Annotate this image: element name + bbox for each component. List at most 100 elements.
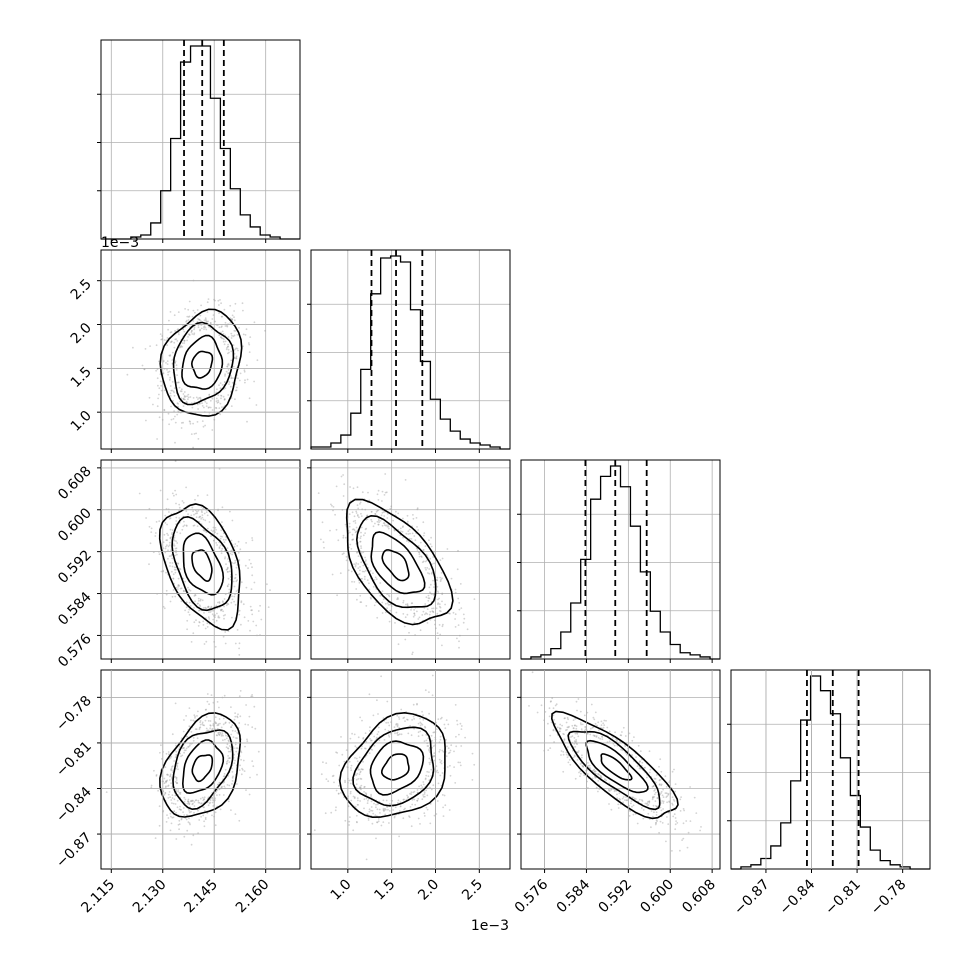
scatter-point: [173, 536, 176, 539]
scatter-point: [156, 377, 159, 380]
scatter-point: [658, 783, 661, 786]
scatter-point: [223, 775, 226, 778]
scatter-point: [612, 743, 615, 745]
scatter-point: [601, 738, 604, 740]
scatter-point: [658, 765, 660, 768]
scatter-point: [175, 338, 178, 340]
scatter-point: [404, 638, 407, 641]
scatter-point: [563, 733, 565, 736]
scatter-point: [205, 320, 207, 322]
scatter-point: [187, 393, 190, 396]
scatter-point: [169, 796, 172, 799]
scatter-point: [360, 784, 363, 787]
scatter-point: [685, 820, 688, 822]
panel-frame: [730, 669, 931, 870]
scatter-point: [253, 705, 256, 708]
scatter-point: [393, 815, 396, 818]
scatter-point: [239, 372, 242, 375]
scatter-point: [420, 722, 423, 725]
scatter-point: [435, 579, 438, 581]
scatter-point: [421, 723, 424, 726]
scatter-point: [408, 528, 411, 531]
scatter-point: [220, 326, 223, 328]
scatter-point: [208, 611, 210, 613]
scatter-point: [355, 531, 358, 533]
scatter-point: [577, 698, 580, 700]
scatter-point: [226, 784, 229, 786]
scatter-point: [213, 529, 215, 532]
scatter-point: [321, 521, 324, 524]
scatter-point: [441, 794, 444, 796]
scatter-point: [208, 393, 211, 396]
scatter-point: [173, 566, 176, 569]
scatter-point: [417, 545, 420, 547]
scatter-point: [448, 809, 451, 811]
scatter-point: [170, 340, 173, 343]
scatter-point: [204, 709, 207, 711]
scatter-point: [235, 566, 238, 569]
scatter-point: [566, 726, 569, 729]
scatter-point: [365, 797, 368, 800]
scatter-point: [350, 548, 353, 550]
scatter-point: [171, 776, 173, 779]
scatter-point: [240, 773, 243, 776]
scatter-point: [211, 796, 213, 799]
scatter-point: [353, 529, 356, 532]
scatter-point: [179, 791, 182, 794]
scatter-point: [665, 840, 667, 843]
scatter-point: [194, 512, 197, 515]
scatter-point: [410, 602, 413, 605]
scatter-point: [382, 799, 385, 802]
scatter-point: [224, 631, 227, 633]
scatter-point: [450, 577, 453, 580]
scatter-point: [179, 390, 182, 393]
scatter-point: [357, 555, 360, 557]
scatter-point: [376, 821, 379, 824]
scatter-point: [249, 629, 251, 632]
scatter-point: [188, 822, 191, 824]
scatter-point: [695, 812, 698, 814]
scatter-point: [357, 563, 360, 565]
scatter-point: [227, 755, 230, 757]
scatter-point: [224, 614, 227, 616]
scatter-point: [170, 331, 173, 333]
scatter-point: [466, 628, 469, 631]
scatter-point: [231, 553, 234, 556]
scatter-point: [227, 571, 229, 573]
scatter-point: [332, 774, 335, 777]
scatter-point: [170, 549, 172, 552]
scatter-point: [366, 514, 368, 517]
scatter-point: [380, 675, 382, 678]
scatter-point: [593, 734, 596, 737]
scatter-point: [357, 804, 359, 806]
scatter-point: [455, 745, 458, 748]
scatter-point: [170, 822, 173, 825]
scatter-point: [206, 514, 209, 517]
scatter-point: [361, 508, 364, 511]
scatter-point: [226, 325, 229, 328]
scatter-point: [384, 611, 387, 614]
scatter-point: [238, 327, 240, 329]
scatter-point: [208, 394, 211, 396]
scatter-point: [220, 552, 223, 555]
scatter-point: [172, 390, 175, 393]
scatter-point: [219, 336, 222, 339]
scatter-point: [148, 525, 151, 528]
scatter-point: [448, 612, 450, 615]
scatter-point: [231, 783, 233, 785]
scatter-point: [237, 713, 239, 716]
scatter-point: [231, 776, 234, 779]
scatter-point: [635, 798, 637, 800]
scatter-point: [423, 793, 426, 795]
scatter-point: [353, 563, 356, 565]
scatter-point: [171, 794, 174, 796]
scatter-point: [220, 397, 222, 400]
scatter-point: [337, 792, 340, 795]
scatter-point: [613, 790, 616, 793]
scatter-point: [671, 796, 674, 799]
scatter-panel-1-4: [97, 669, 301, 873]
scatter-point: [231, 519, 234, 522]
scatter-point: [183, 396, 186, 398]
scatter-point: [191, 329, 193, 332]
scatter-point: [426, 613, 429, 615]
